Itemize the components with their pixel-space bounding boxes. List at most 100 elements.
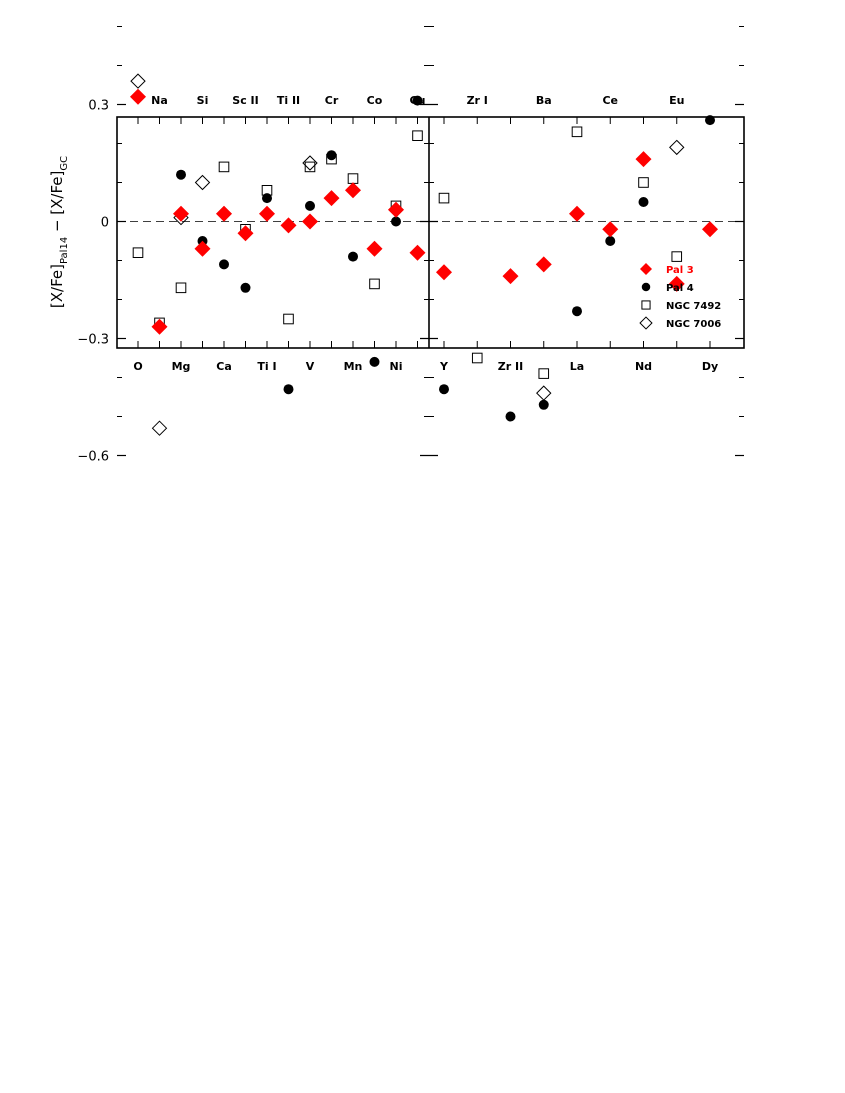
element-label-top: Ba [536, 94, 552, 107]
element-label-top: Na [151, 94, 168, 107]
ngc7492-marker [347, 173, 359, 184]
plot-frame: 0.3 0 −0.3 −0.6 [77, 26, 745, 465]
pal3-marker [280, 217, 297, 234]
ngc7006-marker [302, 155, 318, 171]
pal4-marker [219, 259, 229, 270]
pal3-marker [302, 213, 318, 230]
element-label-top: Zr I [467, 94, 488, 107]
pal3-marker [259, 205, 275, 222]
ngc7492-marker [175, 282, 187, 294]
pal3-marker [130, 88, 146, 105]
data-markers [130, 73, 718, 436]
pal4-marker [572, 306, 582, 317]
pal3-marker [194, 240, 211, 257]
ngc7492-marker [638, 177, 649, 188]
element-label-bottom: Mn [344, 360, 363, 373]
ngc7492-marker [438, 192, 450, 204]
element-label-bottom: Ti I [257, 360, 276, 373]
pal4-marker [439, 384, 449, 395]
pal3-marker [640, 263, 652, 275]
y-label-main: [X/Fe] [48, 264, 66, 308]
pal4-marker [638, 197, 649, 207]
y-tick-label: 0.3 [88, 99, 109, 114]
element-label-bottom: Zr II [498, 360, 523, 373]
y-axis-label: [X/Fe]Pal14 − [X/Fe]GC [48, 156, 70, 308]
ngc7492-marker [369, 278, 380, 290]
y-tick-label: −0.3 [77, 333, 109, 348]
y-label-mid: − [X/Fe] [48, 171, 66, 237]
element-label-top: Si [197, 94, 209, 107]
ngc7492-marker [671, 251, 683, 262]
ngc7006-marker [194, 174, 211, 191]
ngc7492-marker [412, 130, 423, 141]
pal3-marker [151, 318, 168, 335]
element-label-bottom: V [306, 360, 315, 373]
pal3-marker [173, 205, 189, 222]
pal4-marker [369, 356, 380, 367]
element-label-top: Cu [410, 94, 426, 107]
pal3-marker [436, 264, 452, 281]
pal4-marker [505, 411, 516, 422]
ngc7492-marker [132, 247, 144, 258]
pal4-marker [605, 236, 616, 246]
ngc7492-marker [641, 300, 651, 310]
pal4-marker [240, 282, 251, 293]
pal4-marker [262, 193, 272, 204]
element-label-bottom: Y [439, 360, 449, 373]
pal3-marker [502, 268, 519, 285]
pal4-marker [391, 216, 401, 227]
ngc7492-marker [304, 161, 316, 173]
ngc7492-marker [218, 161, 230, 173]
pal3-marker [409, 244, 426, 261]
ngc7006-marker [151, 420, 168, 436]
y-label-sub-gc: GC [59, 156, 70, 171]
pal4-marker [412, 95, 423, 106]
plot-border [116, 116, 745, 349]
legend-label: Pal 4 [666, 283, 694, 294]
element-label-bottom: Mg [172, 360, 191, 373]
pal3-marker [602, 221, 619, 238]
ngc7006-marker [639, 316, 653, 330]
pal3-marker [366, 240, 383, 257]
pal4-marker [641, 282, 651, 292]
pal3-marker [388, 201, 404, 218]
element-label-top: Co [367, 94, 383, 107]
element-label-bottom: Dy [702, 360, 718, 373]
pal3-marker [216, 205, 232, 222]
legend-label: Pal 3 [666, 265, 694, 276]
pal3-marker [668, 275, 685, 292]
element-label-top: Sc II [232, 94, 258, 107]
ngc7006-marker [536, 385, 552, 401]
legend-label: NGC 7006 [666, 319, 721, 330]
pal3-marker [323, 190, 340, 207]
pal3-marker [702, 221, 718, 238]
y-tick-label: 0 [101, 216, 109, 231]
ngc7492-marker [471, 352, 483, 364]
element-label-bottom: Ca [216, 360, 232, 373]
element-label-top: Eu [669, 94, 684, 107]
element-label-bottom: O [133, 360, 142, 373]
ngc7006-marker [130, 73, 146, 89]
pal4-marker [538, 399, 549, 410]
legend-label: NGC 7492 [666, 301, 721, 312]
element-label-top: Ti II [277, 94, 300, 107]
pal4-marker [705, 115, 715, 126]
ngc7492-marker [283, 313, 294, 325]
y-label-sub-pal14: Pal14 [59, 237, 70, 264]
ngc7006-marker [669, 139, 685, 156]
element-labels: O Mg Ca Ti I V Mn Ni Na Si Sc II Ti II Cr Co Cu Y Zr II… [133, 94, 718, 373]
pal4-marker [176, 169, 186, 180]
pal3-marker [635, 151, 652, 168]
pal3-marker [535, 256, 552, 273]
pal3-marker [237, 225, 254, 242]
element-label-bottom: Ni [390, 360, 403, 373]
element-label-bottom: Nd [635, 360, 652, 373]
pal3-marker [569, 205, 585, 222]
ngc7492-marker [538, 368, 550, 379]
pal4-marker [348, 251, 358, 262]
element-label-top: Ce [602, 94, 618, 107]
ngc7492-marker [571, 126, 583, 138]
element-label-top: Cr [325, 94, 339, 107]
pal4-marker [283, 384, 294, 395]
